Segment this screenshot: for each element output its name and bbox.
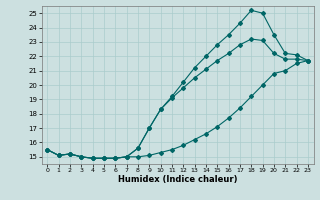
X-axis label: Humidex (Indice chaleur): Humidex (Indice chaleur) xyxy=(118,175,237,184)
